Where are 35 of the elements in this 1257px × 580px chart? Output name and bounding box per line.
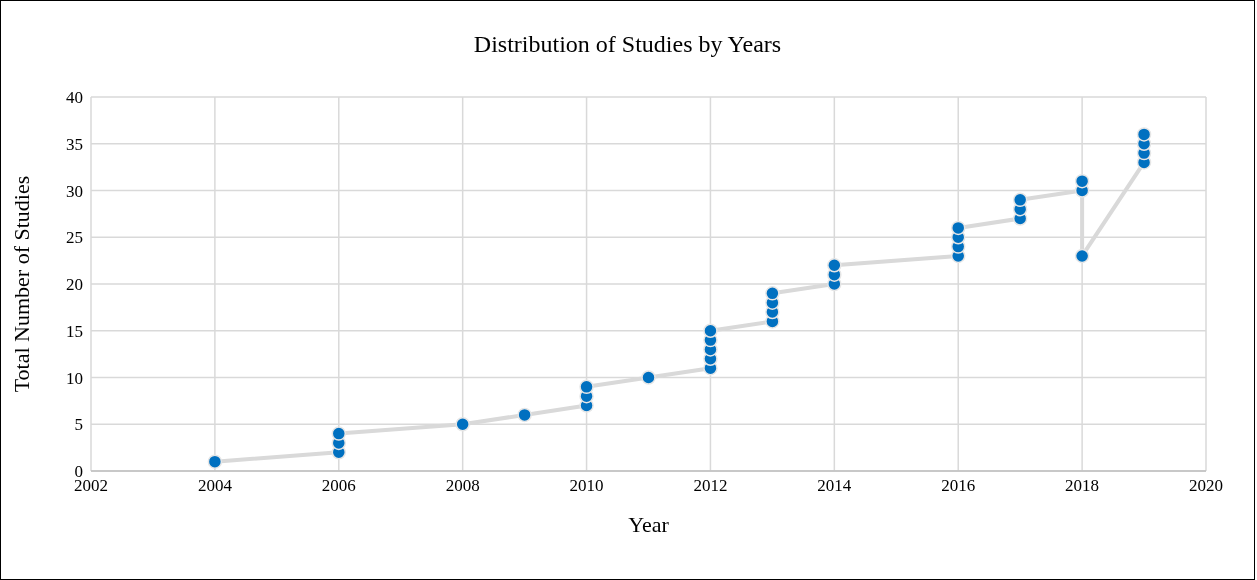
point bbox=[207, 454, 223, 469]
y-tick-label: 15 bbox=[66, 321, 83, 341]
point bbox=[641, 370, 656, 385]
point bbox=[517, 407, 532, 423]
y-tick-label: 40 bbox=[66, 88, 83, 108]
y-tick-label: 30 bbox=[66, 181, 83, 201]
point bbox=[331, 426, 347, 441]
point bbox=[579, 379, 594, 395]
y-axis-title: Total Number of Studies bbox=[8, 175, 34, 393]
x-axis-title: Year bbox=[628, 511, 670, 537]
y-tick-label: 20 bbox=[66, 275, 83, 295]
point bbox=[1074, 173, 1090, 189]
point bbox=[950, 220, 966, 236]
x-tick-label: 2020 bbox=[1189, 476, 1223, 496]
x-tick-label: 2010 bbox=[569, 476, 604, 496]
x-tick-label: 2016 bbox=[941, 476, 976, 496]
point bbox=[455, 417, 470, 432]
chart-title: Distribution of Studies by Years bbox=[472, 31, 783, 58]
y-tick-label: 25 bbox=[66, 228, 83, 248]
x-tick-label: 2018 bbox=[1065, 476, 1100, 496]
x-tick-label: 2006 bbox=[321, 476, 356, 496]
x-tick-label: 2008 bbox=[445, 476, 480, 496]
y-tick-label: 5 bbox=[74, 415, 83, 435]
x-tick-label: 2014 bbox=[817, 476, 852, 496]
x-tick-label: 2012 bbox=[693, 476, 728, 496]
point bbox=[1012, 192, 1028, 208]
point bbox=[703, 323, 718, 338]
x-tick-label: 2002 bbox=[74, 476, 108, 496]
y-tick-label: 10 bbox=[66, 368, 83, 388]
point bbox=[1136, 127, 1152, 142]
point bbox=[765, 286, 780, 301]
y-tick-label: 35 bbox=[66, 134, 83, 154]
point bbox=[1074, 248, 1090, 264]
x-tick-label: 2004 bbox=[197, 476, 233, 496]
point bbox=[827, 258, 842, 273]
